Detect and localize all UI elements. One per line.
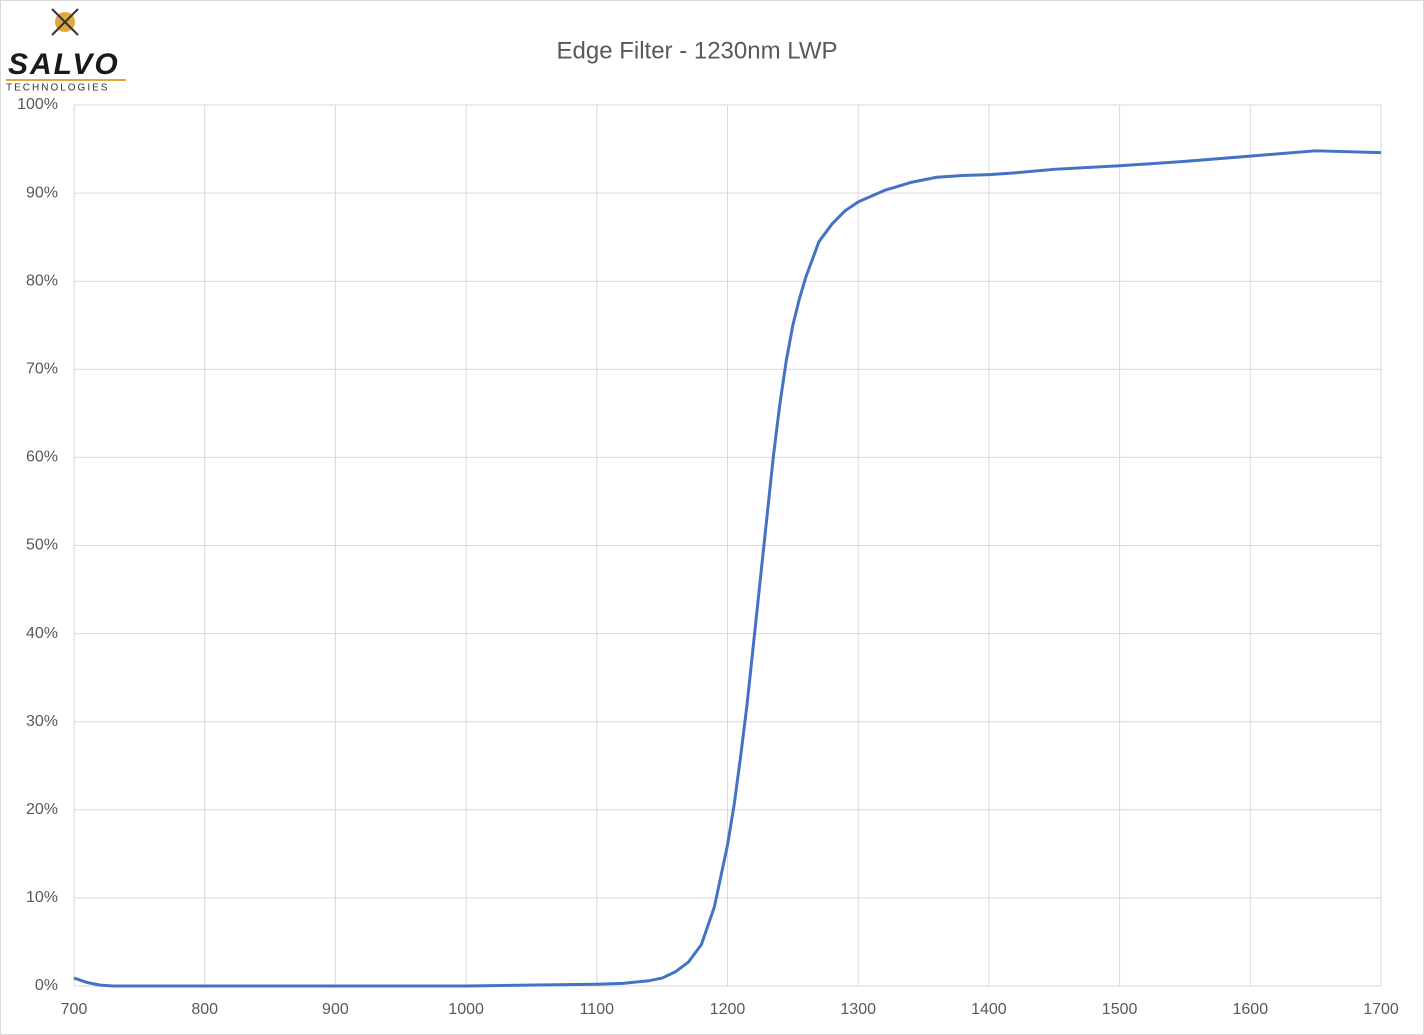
x-tick-label: 900 [322, 1001, 349, 1018]
y-tick-label: 80% [26, 272, 58, 289]
logo-icon [51, 8, 79, 36]
y-tick-label: 70% [26, 361, 58, 378]
chart-title: Edge Filter - 1230nm LWP [556, 37, 837, 64]
y-tick-label: 20% [26, 801, 58, 818]
x-tick-label: 1200 [710, 1001, 746, 1018]
x-tick-label: 1400 [971, 1001, 1007, 1018]
x-tick-label: 1700 [1363, 1001, 1399, 1018]
y-tick-label: 50% [26, 537, 58, 554]
y-tick-label: 90% [26, 184, 58, 201]
x-tick-label: 700 [61, 1001, 88, 1018]
x-tick-label: 1500 [1102, 1001, 1138, 1018]
x-tick-label: 1100 [580, 1001, 615, 1018]
logo: SALVO TECHNOLOGIES [6, 8, 126, 94]
y-tick-label: 40% [26, 625, 58, 642]
y-tick-label: 60% [26, 449, 58, 466]
data-line [73, 149, 1382, 988]
y-tick-label: 0% [35, 977, 58, 994]
logo-name: SALVO [8, 48, 120, 81]
y-tick-label: 10% [26, 889, 58, 906]
x-tick-label: 1600 [1233, 1001, 1269, 1018]
x-tick-label: 1300 [840, 1001, 876, 1018]
x-tick-label: 1000 [448, 1001, 484, 1018]
logo-subtitle: TECHNOLOGIES [6, 83, 109, 94]
y-tick-label: 100% [17, 96, 58, 113]
y-tick-label: 30% [26, 713, 58, 730]
x-tick-label: 800 [191, 1001, 218, 1018]
plot-border [73, 104, 1382, 987]
